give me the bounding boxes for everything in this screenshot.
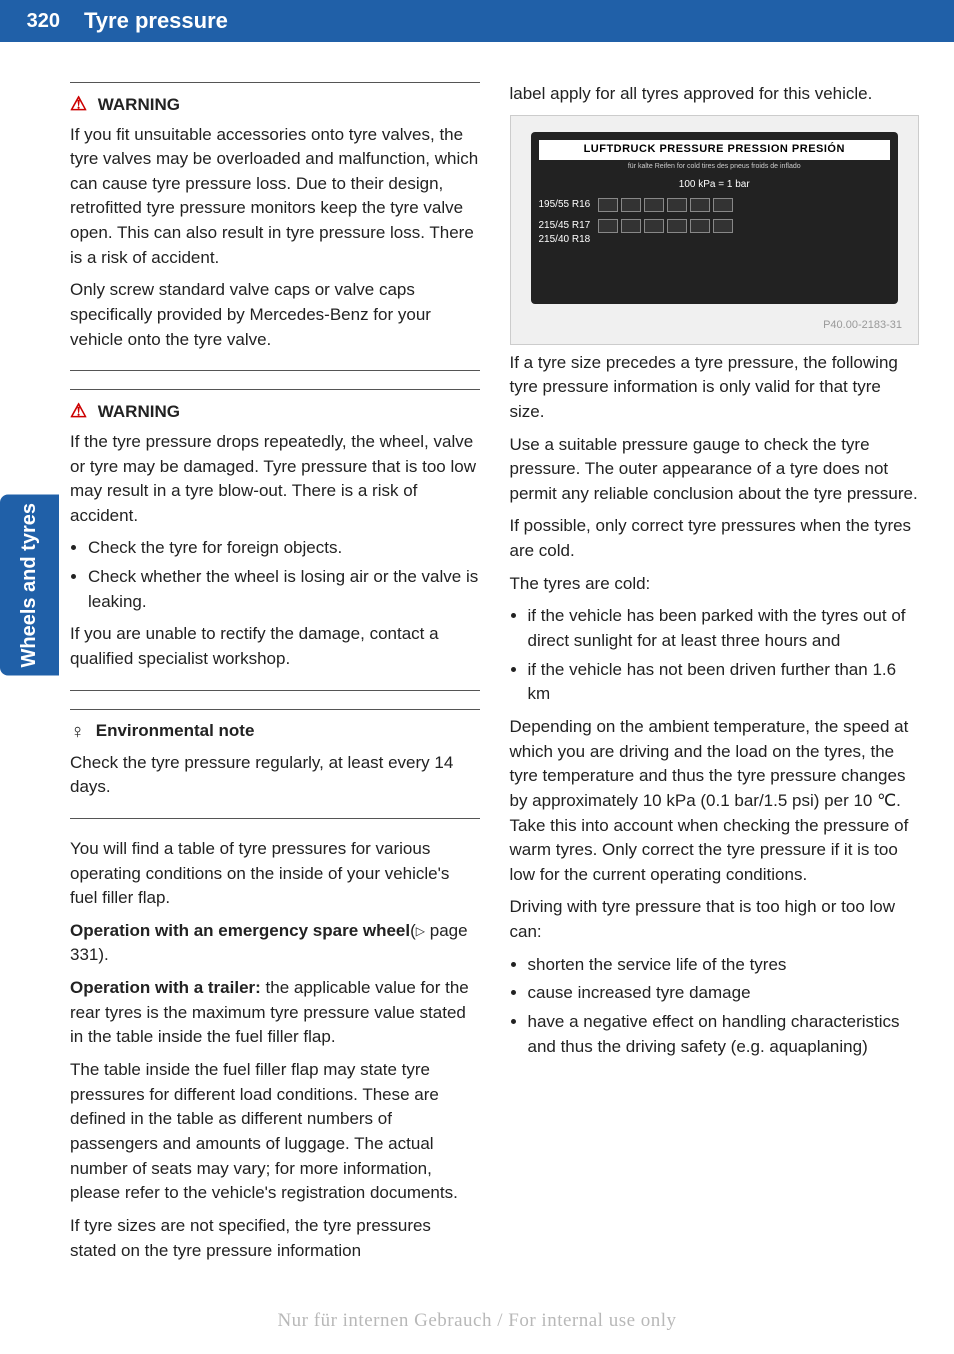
page-header: 320 Tyre pressure xyxy=(0,0,954,42)
tyre-pressure-placard: LUFTDRUCK PRESSURE PRESSION PRESIÓN für … xyxy=(510,115,920,345)
list-item: Check the tyre for foreign objects. xyxy=(88,536,480,561)
body-text: If tyre sizes are not specified, the tyr… xyxy=(70,1214,480,1263)
effect-bullets: shorten the service life of the tyres ca… xyxy=(528,953,920,1060)
placard-title: LUFTDRUCK PRESSURE PRESSION PRESIÓN xyxy=(539,140,891,160)
warning-text: If you fit unsuitable accessories onto t… xyxy=(70,123,480,271)
footer-watermark: Nur für internen Gebrauch / For internal… xyxy=(0,1310,954,1332)
placard-caption: P40.00-2183-31 xyxy=(823,318,902,334)
warning-box-1: ⚠ WARNING If you fit unsuitable accessor… xyxy=(70,82,480,371)
placard-row: 215/45 R17 xyxy=(539,219,891,234)
placard-kpa: 100 kPa = 1 bar xyxy=(539,178,891,193)
body-text: You will find a table of tyre pressures … xyxy=(70,837,480,911)
list-item: if the vehicle has not been driven furth… xyxy=(528,658,920,707)
placard-sub: für kalte Reifen for cold tires des pneu… xyxy=(539,162,891,172)
body-text: Depending on the ambient temperature, th… xyxy=(510,715,920,887)
warning-text: Only screw standard valve caps or valve … xyxy=(70,278,480,352)
placard-inner: LUFTDRUCK PRESSURE PRESSION PRESIÓN für … xyxy=(531,132,899,304)
body-text: label apply for all tyres approved for t… xyxy=(510,82,920,107)
env-label: Environmental note xyxy=(96,721,255,740)
body-text: Driving with tyre pressure that is too h… xyxy=(510,895,920,944)
body-text: If a tyre size precedes a tyre pressure,… xyxy=(510,351,920,425)
inline-bold: Operation with an emergency spare wheel xyxy=(70,921,410,940)
env-text: Check the tyre pressure regularly, at le… xyxy=(70,751,480,800)
left-column: ⚠ WARNING If you fit unsuitable accessor… xyxy=(70,82,480,1271)
list-item: have a negative effect on handling chara… xyxy=(528,1010,920,1059)
warning-box-2: ⚠ WARNING If the tyre pressure drops rep… xyxy=(70,389,480,690)
tyre-size: 215/40 R18 xyxy=(539,233,591,248)
warning-label: WARNING xyxy=(98,402,180,421)
tyre-size: 215/45 R17 xyxy=(539,219,591,234)
body-text: Use a suitable pressure gauge to check t… xyxy=(510,433,920,507)
placard-row: 195/55 R16 xyxy=(539,198,891,213)
placard-row: 215/40 R18 xyxy=(539,233,891,248)
env-note-box: ♀ Environmental note Check the tyre pres… xyxy=(70,709,480,819)
leaf-icon: ♀ xyxy=(70,718,85,747)
page-number: 320 xyxy=(0,0,70,42)
list-item: shorten the service life of the tyres xyxy=(528,953,920,978)
warning-bullets: Check the tyre for foreign objects. Chec… xyxy=(88,536,480,614)
body-text: If possible, only correct tyre pressures… xyxy=(510,514,920,563)
tyre-size: 195/55 R16 xyxy=(539,198,591,213)
list-item: Check whether the wheel is losing air or… xyxy=(88,565,480,614)
content: ⚠ WARNING If you fit unsuitable accessor… xyxy=(0,42,954,1271)
triangle-icon: ▷ xyxy=(416,924,425,938)
body-text: The tyres are cold: xyxy=(510,572,920,597)
list-item: if the vehicle has been parked with the … xyxy=(528,604,920,653)
warning-icon: ⚠ xyxy=(70,398,87,426)
body-text: The table inside the fuel filler flap ma… xyxy=(70,1058,480,1206)
body-text: Operation with a trailer: the applicable… xyxy=(70,976,480,1050)
list-item: cause increased tyre damage xyxy=(528,981,920,1006)
right-column: label apply for all tyres approved for t… xyxy=(510,82,920,1271)
warning-icon: ⚠ xyxy=(70,91,87,119)
inline-bold: Operation with a trailer: xyxy=(70,978,261,997)
body-text: Operation with an emergency spare wheel(… xyxy=(70,919,480,968)
warning-label: WARNING xyxy=(98,95,180,114)
warning-text: If you are unable to rectify the damage,… xyxy=(70,622,480,671)
cold-bullets: if the vehicle has been parked with the … xyxy=(528,604,920,707)
side-tab: Wheels and tyres xyxy=(0,495,59,676)
warning-text: If the tyre pressure drops repeatedly, t… xyxy=(70,430,480,529)
page-title: Tyre pressure xyxy=(70,0,954,42)
